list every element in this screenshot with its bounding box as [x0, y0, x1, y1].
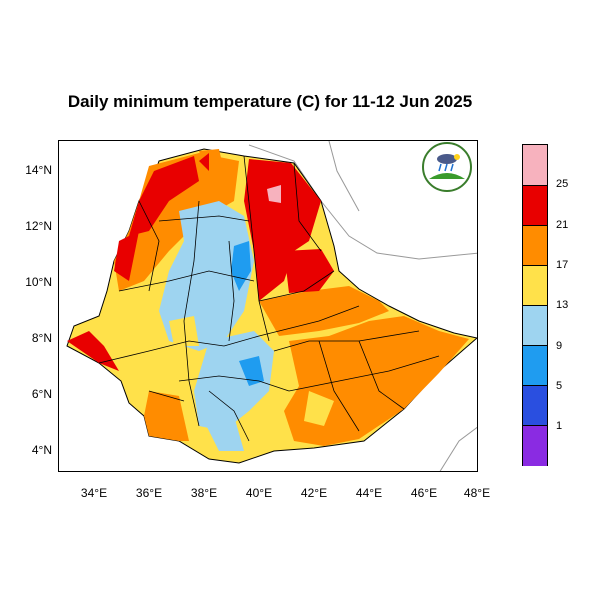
- temp-zone-5-9-bale: [239, 356, 264, 386]
- temp-zone-5-9-central: [231, 241, 251, 291]
- colorbar-segment: [523, 265, 547, 306]
- colorbar-label: 13: [556, 299, 569, 311]
- colorbar-label: 17: [556, 259, 569, 271]
- temp-zone-21-25-far-north: [199, 153, 209, 171]
- colorbar-segment: [523, 425, 547, 466]
- temp-zone-21-25-west: [114, 231, 139, 281]
- y-tick-label: 4°N: [31, 443, 52, 457]
- coastline: [248, 144, 477, 260]
- temp-zone-21-25-afar: [244, 159, 321, 301]
- x-tick-label: 34°E: [80, 486, 108, 500]
- x-tick-label: 38°E: [190, 486, 218, 500]
- x-tick-label: 36°E: [135, 486, 163, 500]
- temp-zone-17-21-east: [259, 286, 389, 336]
- y-tick-label: 14°N: [25, 163, 52, 177]
- colorbar-segment: [523, 385, 547, 426]
- y-tick-label: 10°N: [25, 275, 52, 289]
- colorbar-label: 25: [556, 178, 569, 190]
- colorbar-segment: [523, 345, 547, 386]
- logo-icon: [422, 142, 472, 192]
- colorbar-label: 1: [556, 420, 563, 432]
- map-title: Daily minimum temperature (C) for 11-12 …: [67, 92, 473, 111]
- y-tick-label: 8°N: [31, 331, 52, 345]
- colorbar-label: 21: [556, 219, 569, 231]
- temp-zone-9-13-southwest: [199, 411, 244, 451]
- temp-zone-17-21-southwest: [144, 391, 189, 441]
- admin-boundaries: [98, 155, 440, 442]
- x-tick-label: 46°E: [410, 486, 438, 500]
- neighbor-border-south: [439, 426, 477, 471]
- y-tick-label: 6°N: [31, 387, 52, 401]
- temp-zone-9-13-south: [194, 331, 274, 431]
- map-panel: [58, 140, 478, 472]
- x-tick-label: 48°E: [463, 486, 491, 500]
- x-tick-label: 42°E: [300, 486, 328, 500]
- colorbar: [522, 144, 548, 466]
- colorbar-segment: [523, 145, 547, 185]
- temp-zone-13-17-inlay: [169, 316, 199, 346]
- temp-zone-above-25: [267, 185, 281, 203]
- colorbar-segment: [523, 305, 547, 346]
- y-tick-label: 12°N: [25, 219, 52, 233]
- temp-zone-17-21-southeast: [284, 316, 469, 446]
- temp-zone-17-21-northwest: [114, 153, 239, 291]
- colorbar-segment: [523, 185, 547, 226]
- colorbar-label: 9: [556, 340, 563, 352]
- colorbar-segment: [523, 225, 547, 266]
- temp-zone-21-25-afar-south: [284, 249, 334, 293]
- temp-zone-13-17-southeast-inlay: [304, 391, 334, 426]
- x-tick-label: 44°E: [355, 486, 383, 500]
- neighbor-border: [328, 141, 360, 212]
- colorbar-label: 5: [556, 380, 563, 392]
- temp-zone-9-13-highlands: [159, 201, 254, 351]
- ethiopia-temperature-map: [66, 141, 477, 471]
- x-tick-label: 40°E: [245, 486, 273, 500]
